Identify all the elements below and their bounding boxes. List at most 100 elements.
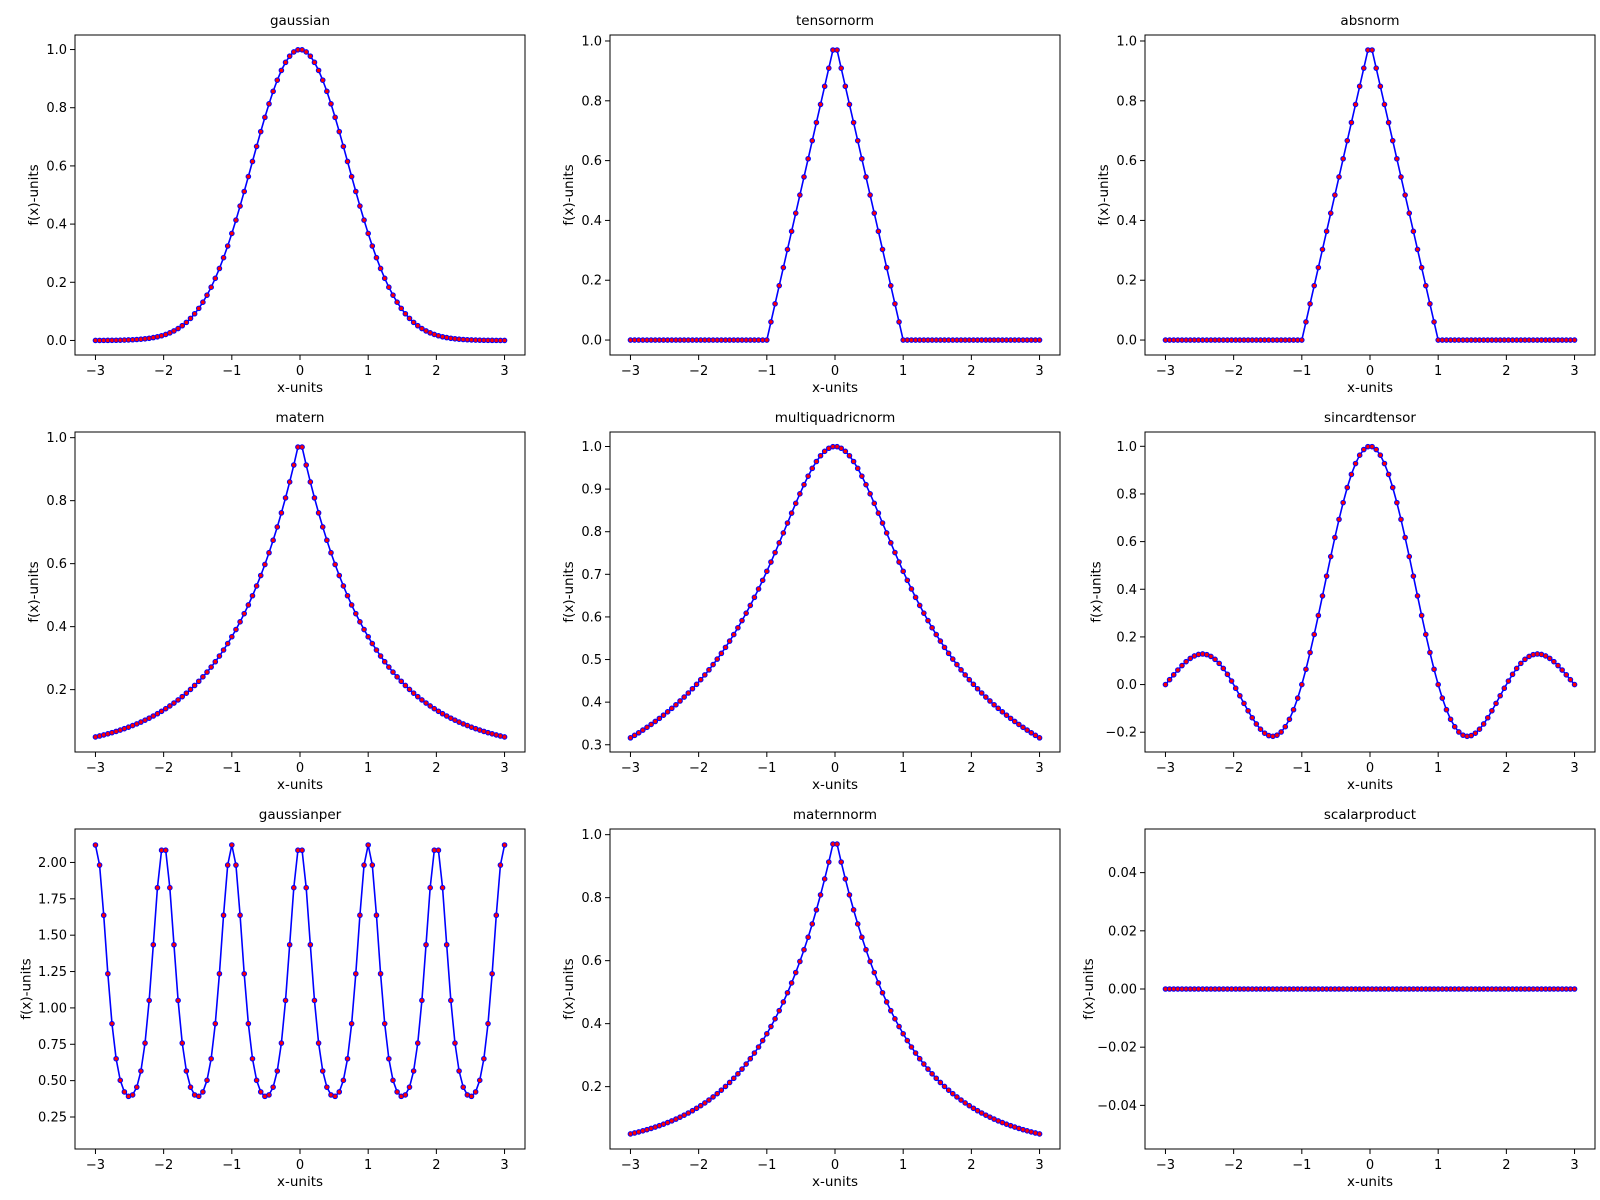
series-line (630, 843, 1040, 1135)
axes-frame (609, 431, 1061, 753)
y-axis-label: f(x)-units (1096, 164, 1112, 225)
y-tick-label: 0.4 (581, 1017, 602, 1032)
data-point (834, 47, 840, 53)
data-point (402, 1092, 409, 1098)
data-point (904, 1037, 911, 1044)
y-axis-label: f(x)-units (1081, 958, 1097, 1019)
data-point (460, 1084, 467, 1090)
data-point (710, 1094, 716, 1100)
data-point (266, 101, 272, 107)
data-point (257, 572, 264, 579)
data-point (916, 602, 923, 609)
data-point (1422, 282, 1429, 289)
data-point (336, 1089, 343, 1095)
data-point (751, 1050, 758, 1056)
data-point (183, 1068, 190, 1074)
data-point (204, 292, 210, 298)
data-point (652, 718, 659, 725)
data-point (1373, 446, 1379, 453)
data-point (743, 1061, 749, 1067)
data-point (282, 495, 289, 501)
data-point (365, 842, 371, 848)
data-point (941, 1083, 948, 1090)
subplot-gaussianper: gaussianper −3 −2 −1 0 1 2 3 0.25 0.50 0.75 1.00 1.2… (19, 807, 526, 1190)
data-point (941, 644, 948, 651)
data-point (826, 859, 832, 865)
data-point (340, 583, 347, 589)
data-point (200, 1089, 206, 1095)
x-tick-label: −2 (1224, 364, 1243, 379)
data-point (344, 158, 351, 165)
data-point (805, 155, 811, 162)
x-axis-label: x-units (1347, 777, 1393, 793)
data-point (381, 1020, 388, 1027)
x-tick-label: 1 (1434, 761, 1442, 776)
data-point (768, 1023, 774, 1030)
data-point (1003, 712, 1010, 718)
data-point (838, 859, 845, 865)
data-point (722, 1083, 729, 1090)
x-tick-label: 0 (831, 761, 839, 776)
data-point (954, 661, 960, 668)
x-tick-label: −3 (621, 1158, 640, 1173)
data-point (896, 559, 902, 565)
data-point (1224, 671, 1231, 678)
data-point (328, 101, 334, 107)
data-point (792, 500, 799, 507)
y-tick-label: 1.0 (581, 440, 602, 455)
data-point (1385, 119, 1392, 126)
subplot-title: maternnorm (793, 807, 877, 823)
data-point (324, 537, 330, 544)
y-tick-label: 0.25 (38, 1111, 67, 1126)
data-point (1406, 210, 1413, 216)
data-point (1435, 681, 1441, 688)
x-tick-label: −2 (689, 761, 708, 776)
data-point (150, 713, 157, 719)
data-point (262, 114, 268, 121)
data-point (113, 1055, 119, 1062)
data-point (489, 970, 495, 977)
data-point (394, 1089, 400, 1095)
data-point (282, 59, 289, 66)
x-axis-label: x-units (812, 777, 858, 793)
data-point (1377, 83, 1384, 90)
data-point (439, 884, 446, 891)
data-point (1352, 460, 1359, 467)
data-point (381, 658, 388, 665)
y-tick-label: 0.4 (46, 218, 67, 233)
data-point (759, 577, 766, 584)
series-line (95, 446, 505, 738)
x-tick-label: −3 (86, 364, 105, 379)
data-point (1303, 319, 1309, 325)
y-tick-label: 0.2 (1116, 274, 1137, 289)
x-tick-label: 3 (1570, 364, 1578, 379)
subplot-title: scalarproduct (1324, 807, 1416, 823)
x-tick-label: −2 (1224, 1158, 1243, 1173)
data-point (999, 709, 1006, 715)
data-point (1299, 681, 1305, 688)
x-tick-label: −2 (1224, 761, 1243, 776)
data-point (739, 617, 745, 624)
data-point (859, 934, 865, 941)
data-point (656, 715, 663, 722)
data-point (187, 315, 194, 322)
data-point (916, 1055, 923, 1062)
x-tick-label: −2 (689, 364, 708, 379)
data-point (497, 862, 504, 868)
data-point (224, 243, 231, 249)
data-point (237, 912, 243, 919)
data-point (435, 847, 442, 854)
data-point (229, 842, 235, 848)
data-point (867, 958, 873, 965)
data-point (838, 445, 845, 452)
data-point (821, 876, 828, 882)
data-point (991, 701, 997, 708)
data-point (237, 203, 243, 209)
data-point (1414, 246, 1421, 253)
data-point (315, 67, 322, 74)
y-tick-label: 1.0 (1116, 440, 1137, 455)
data-point (714, 656, 721, 662)
data-point (764, 1030, 770, 1037)
data-point (1286, 716, 1293, 723)
x-tick-label: 2 (967, 761, 975, 776)
